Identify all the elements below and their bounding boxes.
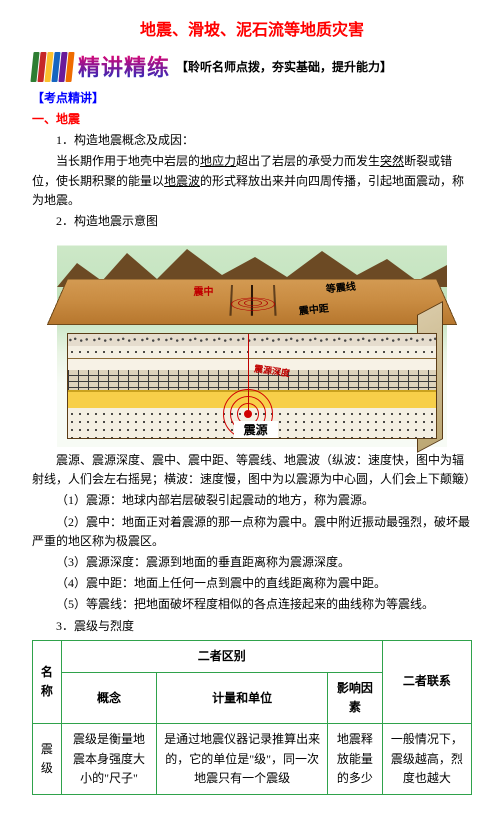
li3: （3）震源深度：震源到地面的垂直距离称为震源深度。 — [32, 553, 472, 572]
diagram-front: 震源深度 震源 — [67, 333, 437, 439]
label-zhenyuan: 震源 — [234, 421, 278, 439]
td-unit: 是通过地震仪器记录推算出来的，它的单位是"级"，同一次地震只有一个震级 — [157, 724, 328, 795]
th-factor: 影响因素 — [327, 672, 382, 723]
section-kaodian: 【考点精讲】 — [32, 89, 472, 108]
li5: （5）等震线：把地面破坏程度相似的各点连接起来的曲线称为等震线。 — [32, 595, 472, 614]
stratum-2 — [68, 346, 436, 358]
banner-main: 精讲精练 — [78, 50, 170, 85]
li1: （1）震源：地球内部岩层破裂引起震动的地方，称为震源。 — [32, 491, 472, 510]
section-1-heading: 一、地震 — [32, 110, 472, 129]
banner: 精讲精练 【聆听名师点拨，夯实基础，提升能力】 — [32, 50, 472, 85]
th-diff: 二者区别 — [61, 640, 382, 672]
label-zhenzhong: 震中 — [194, 285, 214, 301]
epicenter-ring-3 — [230, 298, 275, 311]
p3: 震源、震源深度、震中、震中距、等震线、地震波（纵波：速度快，图中为辐射线，人们会… — [32, 451, 472, 489]
p2: 2．构造地震示意图 — [32, 212, 472, 231]
magnitude-intensity-table: 名称 二者区别 二者联系 概念 计量和单位 影响因素 震级 震级是衡量地震本身强… — [32, 640, 472, 795]
td-concept: 震级是衡量地震本身强度大小的"尺子" — [61, 724, 157, 795]
stratum-4 — [68, 370, 436, 390]
th-link: 二者联系 — [382, 640, 471, 724]
banner-sub: 【聆听名师点拨，夯实基础，提升能力】 — [176, 58, 392, 77]
td-link: 一般情况下，震级越高，烈度也越大 — [382, 724, 471, 795]
p1-b: 超出了岩层的承受力而发生 — [236, 154, 380, 168]
focus-point — [244, 410, 252, 418]
p1-u2: 突然 — [380, 154, 404, 168]
p4: 3．震级与烈度 — [32, 617, 472, 636]
li2: （2）震中：地面正对着震源的那一点称为震中。震中附近振动最强烈，破坏最严重的地区… — [32, 513, 472, 551]
th-name: 名称 — [33, 640, 62, 724]
td-factor: 地震释放能量的多少 — [327, 724, 382, 795]
p1-u1: 地应力 — [200, 154, 236, 168]
label-dengzhenxian: 等震线 — [325, 280, 357, 299]
earthquake-diagram: 震中 等震线 震中距 震源深度 震源 — [57, 237, 447, 447]
stratum-1 — [68, 334, 436, 346]
li4: （4）震中距：地面上任何一点到震中的直线距离称为震中距。 — [32, 574, 472, 593]
td-name: 震级 — [33, 724, 62, 795]
th-concept: 概念 — [61, 672, 157, 723]
p1-a: 当长期作用于地壳中岩层的 — [56, 154, 200, 168]
p1-label: 1．构造地震概念及成因： — [32, 131, 472, 150]
books-icon — [32, 52, 74, 82]
label-zhenzhongju: 震中距 — [298, 302, 330, 321]
p1-body: 当长期作用于地壳中岩层的地应力超出了岩层的承受力而发生突然断裂或错位，使长期积聚… — [32, 152, 472, 210]
page-title: 地震、滑坡、泥石流等地质灾害 — [32, 18, 472, 44]
th-unit: 计量和单位 — [157, 672, 328, 723]
p1-u3: 地震波 — [164, 174, 200, 188]
